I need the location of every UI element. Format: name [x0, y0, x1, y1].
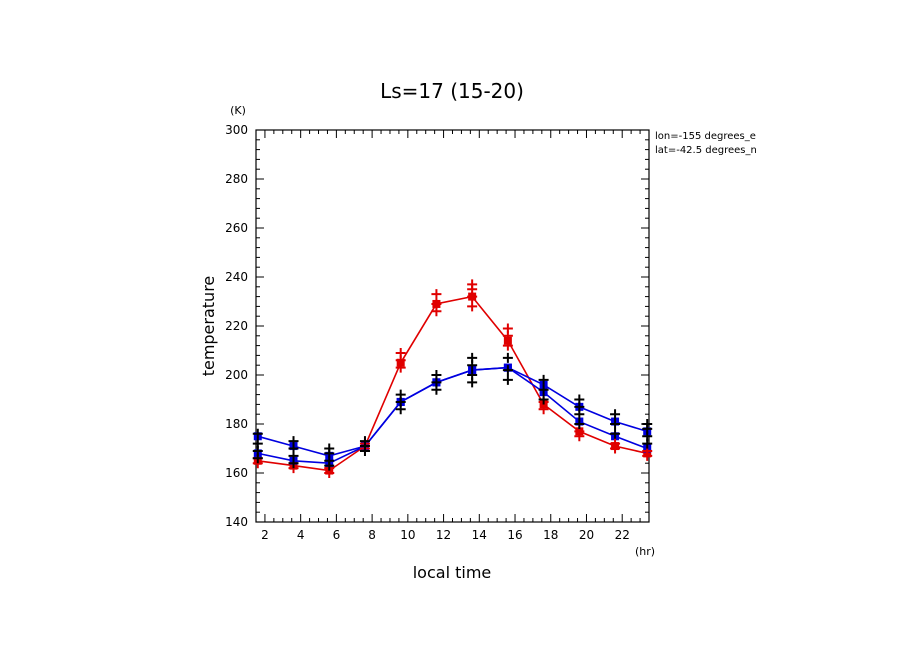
- x-tick-label: 22: [615, 528, 630, 542]
- scatter-point: [642, 419, 653, 429]
- ticks-layer: 140 160 180 200 220 240 260 280 300 2 4 6 8 10 12 14 16 1…: [225, 123, 650, 542]
- y-axis-label: temperature: [199, 276, 218, 377]
- markers-layer: [252, 279, 653, 478]
- scatter-point: [467, 370, 478, 380]
- scatter-point: [467, 301, 478, 312]
- scatter-point: [502, 323, 513, 334]
- x-tick-label: 18: [543, 528, 558, 542]
- y-tick-label: 240: [225, 270, 248, 284]
- scatter-point: [395, 389, 406, 400]
- plot-frame: [255, 129, 650, 523]
- y-tick-label: 260: [225, 221, 248, 235]
- scatter-point: [467, 279, 478, 290]
- scatter-point: [574, 394, 585, 405]
- y-tick-label: 300: [225, 123, 248, 137]
- scatter-point: [502, 340, 513, 351]
- y-tick-label: 140: [225, 515, 248, 529]
- scatter-point: [502, 374, 513, 385]
- x-tick-label: 4: [297, 528, 305, 542]
- annotation-lon: lon=-155 degrees_e: [655, 131, 756, 142]
- series-line-1: [257, 366, 648, 465]
- series-line-2: [257, 366, 648, 457]
- scatter-point: [431, 289, 442, 300]
- scatter-point: [502, 352, 513, 363]
- y-tick-label: 200: [225, 368, 248, 382]
- scatter-point: [610, 438, 621, 449]
- y-axis-unit: (K): [230, 104, 246, 117]
- scatter-point: [252, 428, 263, 439]
- scatter-point: [538, 394, 549, 405]
- annotation-lat: lat=-42.5 degrees_n: [655, 145, 757, 156]
- scatter-point: [359, 436, 370, 447]
- series-line-0: [257, 295, 648, 472]
- y-tick-label: 160: [225, 466, 248, 480]
- scatter-point: [610, 419, 621, 429]
- chart-title: Ls=17 (15-20): [380, 79, 524, 103]
- scatter-point: [610, 428, 621, 439]
- x-tick-label: 10: [400, 528, 415, 542]
- scatter-point: [610, 409, 621, 420]
- scatter-point: [431, 298, 442, 309]
- y-tick-label: 180: [225, 417, 248, 431]
- scatter-point: [538, 374, 549, 385]
- scatter-point: [288, 436, 299, 447]
- scatter-point: [431, 370, 442, 380]
- x-axis-label: local time: [413, 563, 492, 582]
- scatter-point: [395, 347, 406, 358]
- x-tick-label: 12: [436, 528, 451, 542]
- x-tick-label: 8: [368, 528, 376, 542]
- y-tick-label: 280: [225, 172, 248, 186]
- x-tick-label: 20: [579, 528, 594, 542]
- x-axis-unit: (hr): [635, 545, 655, 558]
- x-tick-label: 16: [507, 528, 522, 542]
- y-tick-label: 220: [225, 319, 248, 333]
- x-tick-label: 2: [261, 528, 269, 542]
- scatter-point: [324, 443, 335, 454]
- scatter-point: [574, 419, 585, 429]
- x-tick-label: 14: [472, 528, 487, 542]
- x-tick-label: 6: [333, 528, 341, 542]
- series-layer: [253, 292, 652, 475]
- scatter-point: [467, 352, 478, 363]
- scatter-point: [538, 384, 549, 395]
- scatter-point: [502, 365, 513, 376]
- scatter-point: [252, 438, 263, 449]
